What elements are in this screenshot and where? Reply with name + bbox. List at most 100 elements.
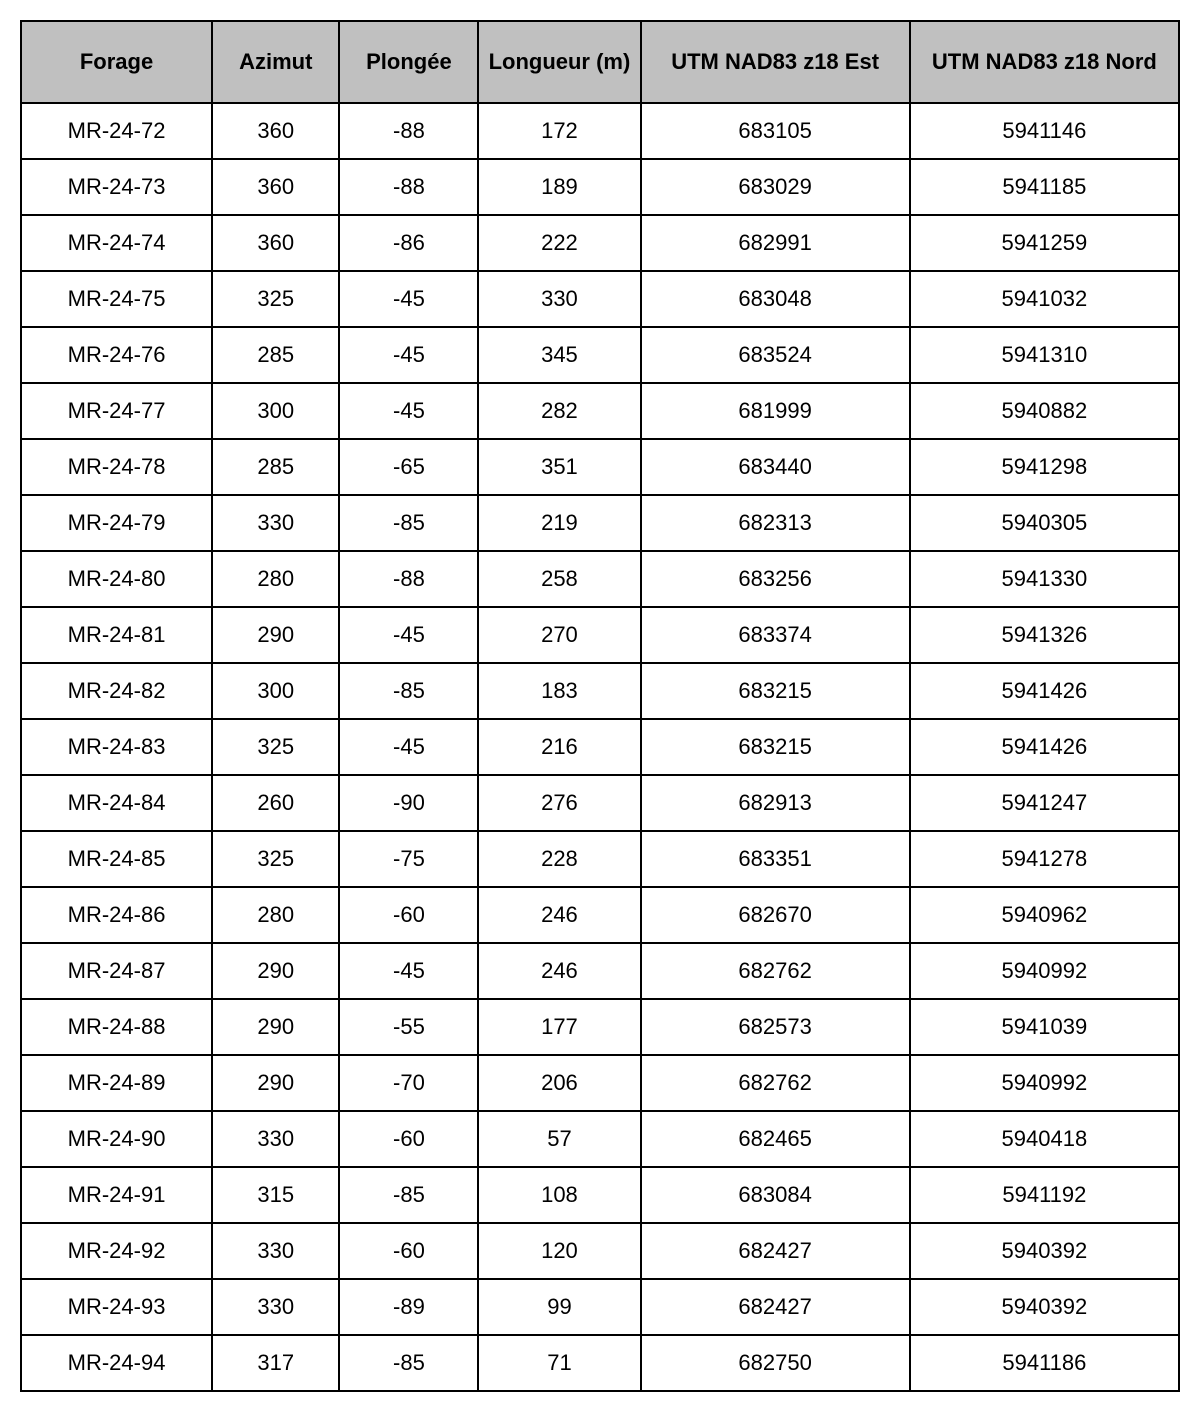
table-cell: -45	[339, 327, 478, 383]
table-cell: 683215	[641, 663, 910, 719]
table-cell: 5940992	[910, 943, 1179, 999]
table-cell: 325	[212, 271, 339, 327]
table-row: MR-24-74360-862226829915941259	[21, 215, 1179, 271]
table-cell: -85	[339, 1335, 478, 1391]
table-cell: 682762	[641, 943, 910, 999]
table-cell: 258	[478, 551, 640, 607]
table-cell: 280	[212, 887, 339, 943]
table-cell: 683256	[641, 551, 910, 607]
table-row: MR-24-73360-881896830295941185	[21, 159, 1179, 215]
table-cell: -45	[339, 943, 478, 999]
table-cell: 5941426	[910, 663, 1179, 719]
table-cell: 108	[478, 1167, 640, 1223]
table-cell: -88	[339, 159, 478, 215]
table-cell: 290	[212, 1055, 339, 1111]
table-row: MR-24-72360-881726831055941146	[21, 103, 1179, 159]
table-cell: 351	[478, 439, 640, 495]
table-cell: 330	[212, 1279, 339, 1335]
table-cell: 285	[212, 439, 339, 495]
table-cell: 222	[478, 215, 640, 271]
table-cell: 682750	[641, 1335, 910, 1391]
col-header-longueur: Longueur (m)	[478, 21, 640, 103]
table-cell: -90	[339, 775, 478, 831]
table-cell: -45	[339, 719, 478, 775]
table-cell: 360	[212, 215, 339, 271]
table-cell: 683440	[641, 439, 910, 495]
table-row: MR-24-91315-851086830845941192	[21, 1167, 1179, 1223]
table-cell: 206	[478, 1055, 640, 1111]
table-row: MR-24-94317-85716827505941186	[21, 1335, 1179, 1391]
table-row: MR-24-88290-551776825735941039	[21, 999, 1179, 1055]
table-cell: MR-24-93	[21, 1279, 212, 1335]
col-header-azimut: Azimut	[212, 21, 339, 103]
table-cell: MR-24-85	[21, 831, 212, 887]
table-cell: 682427	[641, 1223, 910, 1279]
table-cell: 246	[478, 887, 640, 943]
table-cell: -75	[339, 831, 478, 887]
table-cell: 290	[212, 943, 339, 999]
table-cell: 330	[212, 1111, 339, 1167]
table-cell: 5940418	[910, 1111, 1179, 1167]
table-cell: -45	[339, 271, 478, 327]
table-row: MR-24-81290-452706833745941326	[21, 607, 1179, 663]
table-cell: MR-24-75	[21, 271, 212, 327]
table-cell: 683215	[641, 719, 910, 775]
table-cell: -88	[339, 551, 478, 607]
table-cell: 172	[478, 103, 640, 159]
table-cell: 120	[478, 1223, 640, 1279]
table-cell: 189	[478, 159, 640, 215]
table-cell: 177	[478, 999, 640, 1055]
table-cell: -86	[339, 215, 478, 271]
table-cell: MR-24-74	[21, 215, 212, 271]
table-cell: 5940882	[910, 383, 1179, 439]
table-row: MR-24-89290-702066827625940992	[21, 1055, 1179, 1111]
table-cell: MR-24-92	[21, 1223, 212, 1279]
table-cell: 5941192	[910, 1167, 1179, 1223]
table-cell: 325	[212, 831, 339, 887]
table-cell: 5941185	[910, 159, 1179, 215]
table-cell: MR-24-72	[21, 103, 212, 159]
table-cell: -70	[339, 1055, 478, 1111]
table-cell: 5941146	[910, 103, 1179, 159]
table-cell: MR-24-94	[21, 1335, 212, 1391]
table-cell: 330	[212, 1223, 339, 1279]
table-cell: -65	[339, 439, 478, 495]
header-row: Forage Azimut Plongée Longueur (m) UTM N…	[21, 21, 1179, 103]
table-cell: 682762	[641, 1055, 910, 1111]
table-cell: 682313	[641, 495, 910, 551]
table-cell: -88	[339, 103, 478, 159]
table-cell: 683084	[641, 1167, 910, 1223]
table-cell: 5940962	[910, 887, 1179, 943]
table-cell: 282	[478, 383, 640, 439]
table-cell: -85	[339, 663, 478, 719]
table-cell: 317	[212, 1335, 339, 1391]
table-cell: 300	[212, 663, 339, 719]
table-cell: 682465	[641, 1111, 910, 1167]
table-cell: 5941426	[910, 719, 1179, 775]
table-cell: 683374	[641, 607, 910, 663]
table-cell: 57	[478, 1111, 640, 1167]
table-cell: -89	[339, 1279, 478, 1335]
table-cell: 682913	[641, 775, 910, 831]
table-cell: 276	[478, 775, 640, 831]
table-cell: 682670	[641, 887, 910, 943]
table-cell: 216	[478, 719, 640, 775]
table-cell: 5941310	[910, 327, 1179, 383]
table-cell: -85	[339, 495, 478, 551]
col-header-plongee: Plongée	[339, 21, 478, 103]
table-cell: 360	[212, 103, 339, 159]
table-cell: MR-24-86	[21, 887, 212, 943]
table-cell: 5941278	[910, 831, 1179, 887]
table-row: MR-24-84260-902766829135941247	[21, 775, 1179, 831]
table-cell: 330	[478, 271, 640, 327]
table-cell: 285	[212, 327, 339, 383]
table-cell: 5941032	[910, 271, 1179, 327]
table-cell: 219	[478, 495, 640, 551]
table-cell: MR-24-78	[21, 439, 212, 495]
col-header-utm-nord: UTM NAD83 z18 Nord	[910, 21, 1179, 103]
drillhole-table: Forage Azimut Plongée Longueur (m) UTM N…	[20, 20, 1180, 1392]
table-cell: 270	[478, 607, 640, 663]
table-cell: 682427	[641, 1279, 910, 1335]
table-cell: MR-24-84	[21, 775, 212, 831]
table-cell: 71	[478, 1335, 640, 1391]
